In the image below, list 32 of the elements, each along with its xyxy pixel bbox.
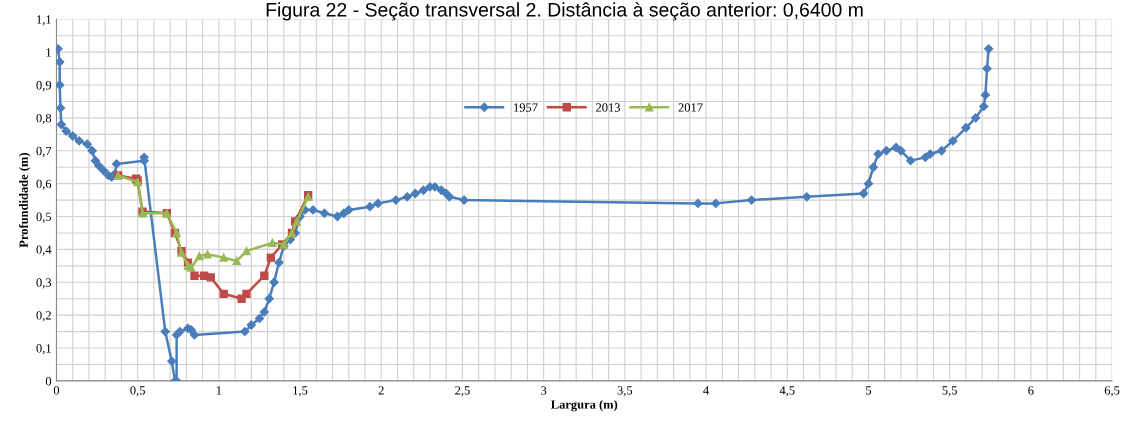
x-tick-label: 6,5: [1104, 386, 1120, 397]
y-tick-label: 1,1: [37, 15, 51, 26]
x-tick-label: 5,5: [942, 386, 957, 397]
legend-label: 2013: [596, 103, 621, 112]
y-tick-label: 0,7: [36, 146, 52, 158]
y-tick-label: 0,1: [36, 344, 51, 355]
x-tick-label: 1,5: [293, 386, 308, 397]
x-axis-title: Largura (m): [550, 399, 618, 412]
x-tick-label: 5: [866, 386, 872, 395]
y-tick-label: 0,5: [36, 212, 52, 223]
x-tick-label: 0,5: [130, 386, 145, 397]
y-tick-label: 0,2: [36, 311, 51, 322]
y-tick-label: 0: [45, 376, 52, 386]
x-tick-label: 3,5: [617, 386, 633, 397]
y-tick-label: 0,9: [36, 81, 52, 92]
x-tick-label: 0: [53, 386, 60, 395]
x-tick-label: 3: [541, 386, 547, 395]
x-tick-label: 1: [216, 386, 222, 395]
x-tick-label: 4: [703, 386, 709, 395]
x-tick-label: 2: [378, 386, 384, 395]
y-axis-title: Profundidade (m): [18, 153, 31, 248]
y-tick-label: 1: [46, 48, 51, 57]
y-tick-label: 0,4: [36, 245, 52, 256]
y-tick-label: 0,8: [36, 113, 52, 125]
y-tick-label: 0,6: [36, 179, 52, 190]
chart-title: Figura 22 - Seção transversal 2. Distância à seção anterior: 0,6400 m: [266, 2, 863, 21]
legend-label: 1957: [514, 103, 538, 112]
x-tick-label: 6: [1028, 386, 1034, 395]
legend-label: 2017: [678, 103, 703, 112]
x-tick-label: 2,5: [455, 386, 470, 397]
x-tick-label: 4,5: [779, 386, 795, 397]
y-tick-label: 0,3: [36, 278, 52, 289]
